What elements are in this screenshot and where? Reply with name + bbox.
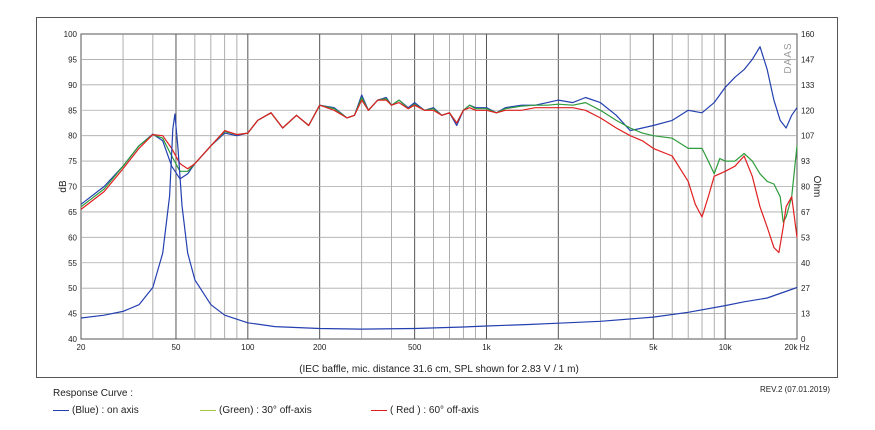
legend-swatch-green <box>200 409 216 411</box>
x-tick-label: 1k <box>482 343 491 352</box>
y-tick-label-right: 0 <box>801 335 806 344</box>
y-tick-label-right: 93 <box>801 157 810 166</box>
y-tick-label-right: 80 <box>801 183 810 192</box>
y-tick-label-right: 13 <box>801 310 810 319</box>
series-line-2 <box>80 99 798 254</box>
x-tick-label: 20 <box>77 343 86 352</box>
impedance-curve <box>80 113 798 330</box>
y-tick-label-left: 40 <box>68 335 77 344</box>
y-tick-label-left: 70 <box>68 183 77 192</box>
legend-item-blue: (Blue) : on axis <box>53 405 139 416</box>
y-tick-label-left: 80 <box>68 132 77 141</box>
y-axis-title-left: dB <box>58 180 69 193</box>
y-tick-label-left: 100 <box>64 30 78 39</box>
y-tick-label-right: 67 <box>801 208 810 217</box>
x-tick-label: 2k <box>554 343 563 352</box>
y-tick-label-left: 95 <box>68 55 77 64</box>
y-tick-label-right: 27 <box>801 284 810 293</box>
y-tick-label-left: 60 <box>68 233 77 242</box>
y-tick-label-right: 40 <box>801 259 810 268</box>
y-tick-label-left: 45 <box>68 310 77 319</box>
watermark-label: DAAS <box>783 42 794 73</box>
y-tick-label-right: 147 <box>801 55 815 64</box>
x-tick-label: 200 <box>313 343 327 352</box>
y-tick-label-left: 55 <box>68 259 77 268</box>
legend-label-green: (Green) : 30° off-axis <box>219 405 312 416</box>
legend-swatch-blue <box>53 409 69 411</box>
response-curve-label: Response Curve : <box>53 388 134 399</box>
x-tick-label: 20k Hz <box>785 343 810 352</box>
y-axis-title-right: Ohm <box>811 176 822 198</box>
chart-frame <box>36 17 838 378</box>
y-tick-label-left: 50 <box>68 284 77 293</box>
legend-item-red: ( Red ) : 60° off-axis <box>371 405 479 416</box>
x-tick-label: 5k <box>649 343 658 352</box>
legend-label-red: ( Red ) : 60° off-axis <box>390 405 479 416</box>
y-tick-label-right: 133 <box>801 81 815 90</box>
x-tick-label: 50 <box>172 343 181 352</box>
revision-label: REV.2 (07.01.2019) <box>760 385 830 394</box>
y-tick-label-left: 65 <box>68 208 77 217</box>
legend-item-green: (Green) : 30° off-axis <box>200 405 312 416</box>
y-tick-label-left: 90 <box>68 81 77 90</box>
y-tick-label-right: 160 <box>801 30 815 39</box>
x-tick-label: 100 <box>241 343 255 352</box>
x-tick-label: 10k <box>719 343 733 352</box>
y-tick-label-right: 120 <box>801 106 815 115</box>
y-tick-label-left: 85 <box>68 106 77 115</box>
x-tick-label: 500 <box>408 343 422 352</box>
y-tick-label-right: 53 <box>801 233 810 242</box>
legend-label-blue: (Blue) : on axis <box>72 405 139 416</box>
y-tick-label-left: 75 <box>68 157 77 166</box>
legend-swatch-red <box>371 409 387 411</box>
y-tick-label-right: 107 <box>801 132 815 141</box>
measurement-note: (IEC baffle, mic. distance 31.6 cm, SPL … <box>299 364 579 375</box>
